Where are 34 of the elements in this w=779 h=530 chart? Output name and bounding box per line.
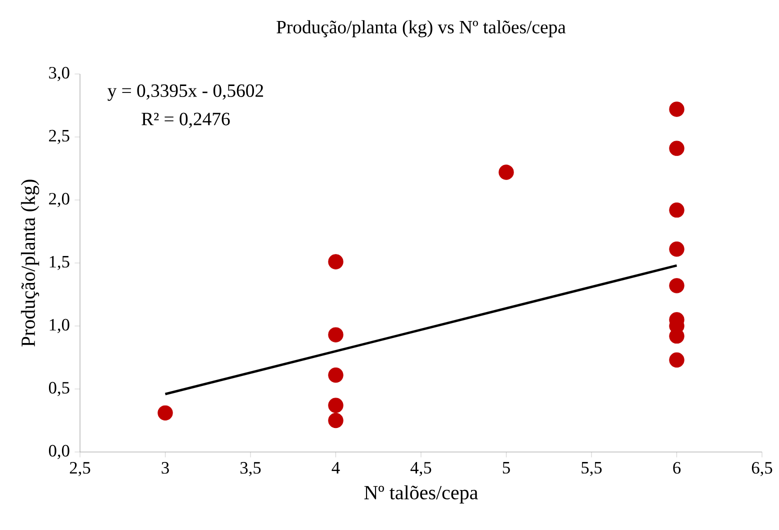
y-tick-label: 2,5 <box>49 130 70 144</box>
point <box>669 278 684 294</box>
point <box>669 242 684 257</box>
point <box>498 164 514 180</box>
x-tick-label: 6,5 <box>752 462 772 476</box>
point <box>669 102 684 117</box>
point <box>669 140 684 156</box>
point <box>328 398 344 413</box>
x-tick-label: 3 <box>162 462 169 474</box>
x-tick-label: 3,5 <box>240 462 261 476</box>
point <box>328 254 344 270</box>
y-tick-label: 1,0 <box>50 318 70 334</box>
y-tick-label: 0,5 <box>48 382 70 396</box>
chart-title: Produção/planta (kg) vs Nº talões/cepa <box>276 20 566 38</box>
annotation: R² = 0,2476 <box>142 112 230 128</box>
x-tick-label: 6 <box>673 462 681 474</box>
point <box>669 352 684 368</box>
y-tick-label: 2,0 <box>49 192 70 208</box>
y-tick-label: 0,0 <box>48 444 70 460</box>
point <box>328 412 344 428</box>
x-tick-label: 4,5 <box>410 462 432 476</box>
x-tick-label: 5 <box>502 462 510 474</box>
x-tick-label: 2,5 <box>70 462 90 476</box>
point <box>328 368 344 383</box>
point <box>669 202 684 218</box>
x-tick-label: 4 <box>332 462 340 474</box>
point <box>328 327 344 342</box>
y-tick-label: 1,5 <box>50 256 70 270</box>
annotation: y = 0,3395x - 0,5602 <box>108 84 264 101</box>
x-axis-title: Nº talões/cepa <box>364 485 478 504</box>
y-axis-title: Produção/planta (kg) <box>20 180 40 347</box>
y-tick-label: 3,0 <box>49 66 70 82</box>
x-tick-label: 5,5 <box>582 462 602 476</box>
point <box>158 405 173 421</box>
